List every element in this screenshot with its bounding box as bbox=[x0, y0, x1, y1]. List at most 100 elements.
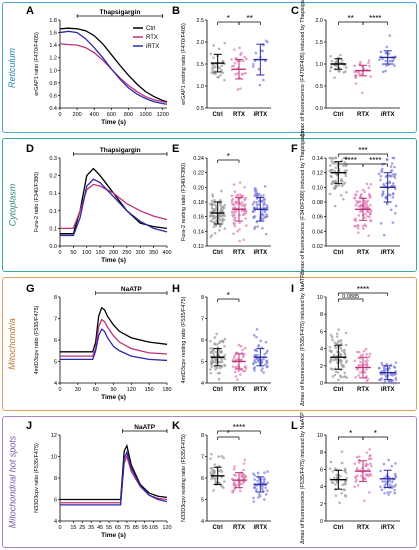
data-point bbox=[365, 225, 368, 228]
data-point bbox=[236, 194, 239, 197]
y-tick-label: 2.5 bbox=[196, 18, 204, 24]
data-point bbox=[253, 195, 256, 198]
y-tick-label: 0.1 bbox=[49, 191, 57, 197]
data-point bbox=[362, 189, 365, 192]
data-point bbox=[233, 468, 236, 471]
data-point bbox=[392, 192, 395, 195]
y-tick-label: 2.0 bbox=[315, 18, 323, 24]
data-point bbox=[384, 70, 387, 73]
data-point bbox=[345, 376, 348, 379]
data-point bbox=[356, 474, 359, 477]
y-axis-label: Δmax of fluorescence (F535/F475) induced… bbox=[300, 412, 306, 544]
x-tick-label: 1200 bbox=[157, 112, 169, 118]
data-point bbox=[330, 65, 333, 68]
data-point bbox=[353, 485, 356, 488]
data-point bbox=[367, 475, 370, 478]
data-point bbox=[265, 341, 268, 344]
y-axis-label: Δmax of fluorescence (F470/F405) induced… bbox=[300, 0, 306, 137]
data-point bbox=[382, 70, 385, 73]
data-point bbox=[213, 199, 216, 202]
data-point bbox=[252, 63, 255, 66]
data-point bbox=[253, 227, 256, 230]
x-tick-label: 35 bbox=[88, 525, 94, 531]
data-point bbox=[233, 474, 236, 477]
y-axis-label: 4mtD3cpv resting ratio (F535/F475) bbox=[181, 296, 187, 383]
data-point bbox=[368, 65, 371, 68]
y-tick-label: 0.08 bbox=[312, 200, 323, 206]
data-point bbox=[344, 70, 347, 73]
data-point bbox=[334, 157, 337, 160]
data-point bbox=[245, 367, 248, 370]
data-point bbox=[330, 169, 333, 172]
data-point bbox=[357, 231, 360, 234]
y-tick-label: 0.22 bbox=[193, 171, 204, 177]
data-point bbox=[340, 339, 343, 342]
significance-label: * bbox=[349, 429, 352, 438]
data-point bbox=[252, 210, 255, 213]
data-point bbox=[243, 213, 246, 216]
x-tick-label: 25 bbox=[79, 525, 85, 531]
data-point bbox=[393, 166, 396, 169]
category-label: Ctrl bbox=[212, 525, 223, 531]
panel-letter: A bbox=[26, 5, 34, 17]
series-line-irtx bbox=[60, 31, 167, 104]
data-point bbox=[341, 364, 344, 367]
chart-D: D0.00.10.10.10.20.3Fura-2 ratio (F340/F3… bbox=[26, 143, 172, 264]
data-point bbox=[344, 353, 347, 356]
data-point bbox=[233, 357, 236, 360]
data-point bbox=[365, 464, 368, 467]
data-point bbox=[218, 378, 221, 381]
data-point bbox=[258, 193, 261, 196]
x-tick-label: 800 bbox=[124, 112, 133, 118]
data-point bbox=[223, 354, 226, 357]
data-point bbox=[253, 367, 256, 370]
y-tick-label: 4 bbox=[201, 519, 204, 525]
y-tick-label: 0.12 bbox=[312, 171, 323, 177]
data-point bbox=[329, 361, 332, 364]
data-point bbox=[358, 73, 361, 76]
data-point bbox=[381, 170, 384, 173]
data-point bbox=[261, 367, 264, 370]
data-point bbox=[335, 480, 338, 483]
data-point bbox=[330, 461, 333, 464]
data-point bbox=[364, 213, 367, 216]
data-point bbox=[254, 192, 257, 195]
data-point bbox=[391, 481, 394, 484]
treatment-label: NaATP bbox=[134, 424, 155, 431]
data-point bbox=[368, 187, 371, 190]
data-point bbox=[381, 364, 384, 367]
data-point bbox=[389, 60, 392, 63]
data-point bbox=[218, 229, 221, 232]
data-point bbox=[240, 345, 243, 348]
data-point bbox=[214, 204, 217, 207]
data-point bbox=[329, 346, 332, 349]
y-tick-label: 2 bbox=[320, 502, 323, 508]
data-point bbox=[334, 341, 337, 344]
series-line-irtx bbox=[60, 452, 167, 505]
data-point bbox=[234, 225, 237, 228]
data-point bbox=[385, 175, 388, 178]
y-tick-label: 0.18 bbox=[193, 200, 204, 206]
data-point bbox=[211, 215, 214, 218]
x-tick-label: 30 bbox=[75, 387, 81, 393]
data-point bbox=[358, 214, 361, 217]
data-point bbox=[394, 382, 397, 385]
data-point bbox=[336, 335, 339, 338]
y-tick-label: 0.1 bbox=[49, 226, 57, 232]
data-point bbox=[337, 378, 340, 381]
x-tick-label: 50 bbox=[70, 250, 76, 256]
data-point bbox=[360, 475, 363, 478]
data-point bbox=[363, 216, 366, 219]
legend-label: RTX bbox=[146, 35, 158, 41]
data-point bbox=[381, 489, 384, 492]
data-point bbox=[330, 175, 333, 178]
data-point bbox=[233, 222, 236, 225]
data-point bbox=[221, 207, 224, 210]
data-point bbox=[380, 51, 383, 54]
data-point bbox=[368, 59, 371, 62]
data-point bbox=[211, 69, 214, 72]
data-point bbox=[390, 165, 393, 168]
data-point bbox=[255, 52, 258, 55]
data-point bbox=[358, 455, 361, 458]
